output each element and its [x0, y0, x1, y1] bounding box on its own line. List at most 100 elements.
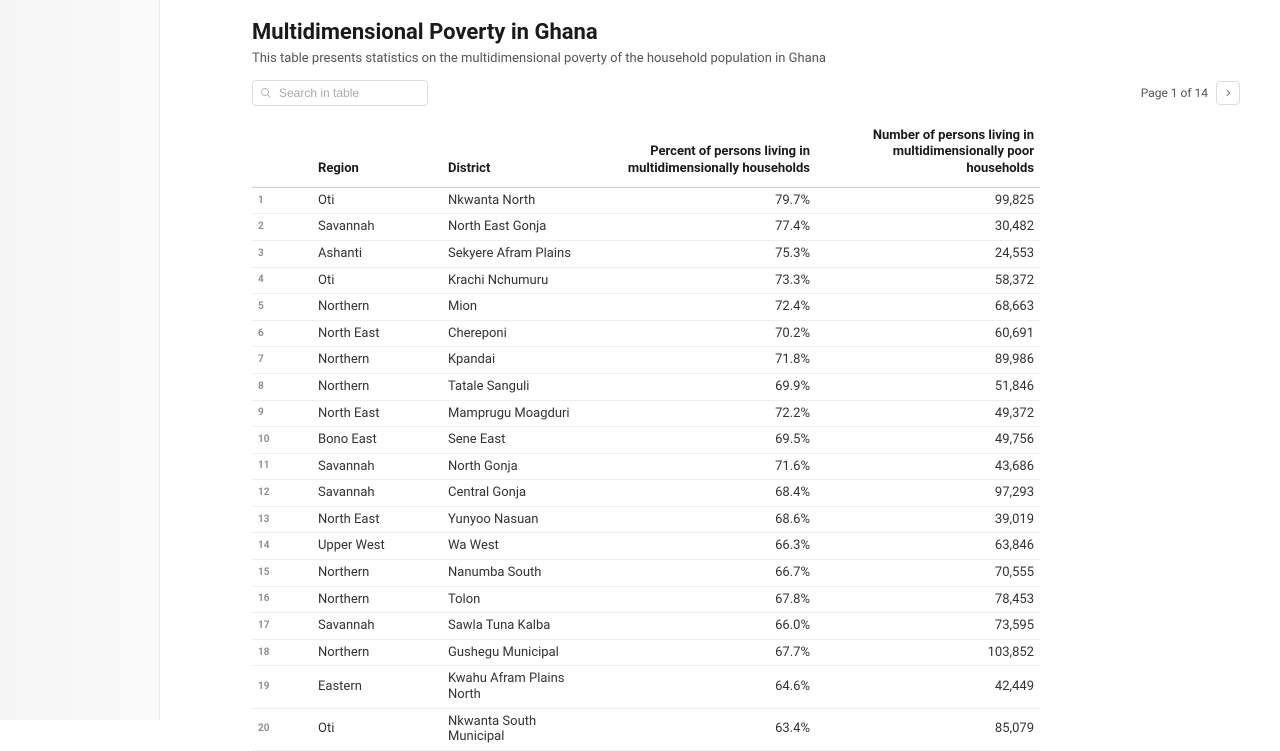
- table-row: 5NorthernMion72.4%68,663: [252, 294, 1040, 321]
- cell-index: 3: [252, 240, 312, 267]
- cell-count: 51,846: [816, 373, 1040, 400]
- cell-index: 13: [252, 506, 312, 533]
- cell-region: North East: [312, 400, 442, 427]
- cell-percent: 71.6%: [596, 453, 816, 480]
- cell-district: Kwahu Afram Plains North: [442, 666, 596, 708]
- cell-count: 99,825: [816, 187, 1040, 214]
- cell-district: Chereponi: [442, 320, 596, 347]
- table-row: 2SavannahNorth East Gonja77.4%30,482: [252, 214, 1040, 241]
- cell-district: Nkwanta North: [442, 187, 596, 214]
- table-row: 8NorthernTatale Sanguli69.9%51,846: [252, 373, 1040, 400]
- table-row: 6North EastChereponi70.2%60,691: [252, 320, 1040, 347]
- page-title: Multidimensional Poverty in Ghana: [252, 20, 1240, 45]
- cell-index: 1: [252, 187, 312, 214]
- cell-percent: 71.8%: [596, 347, 816, 374]
- cell-count: 97,293: [816, 480, 1040, 507]
- cell-district: Sekyere Afram Plains: [442, 240, 596, 267]
- cell-count: 43,686: [816, 453, 1040, 480]
- pager-next-button[interactable]: [1216, 81, 1240, 105]
- main-content: Multidimensional Poverty in Ghana This t…: [160, 0, 1280, 720]
- cell-district: Nkwanta South Municipal: [442, 708, 596, 750]
- cell-region: Northern: [312, 560, 442, 587]
- cell-region: Northern: [312, 586, 442, 613]
- table-row: 17SavannahSawla Tuna Kalba66.0%73,595: [252, 613, 1040, 640]
- cell-count: 78,453: [816, 586, 1040, 613]
- table-row: 7NorthernKpandai71.8%89,986: [252, 347, 1040, 374]
- table-row: 16NorthernTolon67.8%78,453: [252, 586, 1040, 613]
- cell-percent: 66.7%: [596, 560, 816, 587]
- table-row: 1OtiNkwanta North79.7%99,825: [252, 187, 1040, 214]
- cell-district: North Gonja: [442, 453, 596, 480]
- cell-index: 19: [252, 666, 312, 708]
- cell-region: Oti: [312, 187, 442, 214]
- cell-district: Kpandai: [442, 347, 596, 374]
- search-box: [252, 80, 428, 106]
- cell-percent: 75.3%: [596, 240, 816, 267]
- cell-index: 12: [252, 480, 312, 507]
- col-index: [252, 120, 312, 187]
- cell-percent: 68.6%: [596, 506, 816, 533]
- cell-index: 16: [252, 586, 312, 613]
- cell-count: 49,756: [816, 427, 1040, 454]
- cell-region: Bono East: [312, 427, 442, 454]
- cell-region: Savannah: [312, 480, 442, 507]
- table-row: 3AshantiSekyere Afram Plains75.3%24,553: [252, 240, 1040, 267]
- table-row: 19EasternKwahu Afram Plains North64.6%42…: [252, 666, 1040, 708]
- pager-text: Page 1 of 14: [1141, 86, 1208, 100]
- cell-percent: 77.4%: [596, 214, 816, 241]
- table-header-row: Region District Percent of persons livin…: [252, 120, 1040, 187]
- table-row: 4OtiKrachi Nchumuru73.3%58,372: [252, 267, 1040, 294]
- cell-count: 60,691: [816, 320, 1040, 347]
- cell-count: 58,372: [816, 267, 1040, 294]
- cell-index: 4: [252, 267, 312, 294]
- table-row: 20OtiNkwanta South Municipal63.4%85,079: [252, 708, 1040, 750]
- cell-index: 14: [252, 533, 312, 560]
- cell-percent: 70.2%: [596, 320, 816, 347]
- cell-percent: 69.5%: [596, 427, 816, 454]
- cell-district: Krachi Nchumuru: [442, 267, 596, 294]
- cell-region: Ashanti: [312, 240, 442, 267]
- search-icon: [260, 87, 272, 99]
- cell-region: Northern: [312, 373, 442, 400]
- cell-district: Wa West: [442, 533, 596, 560]
- cell-percent: 73.3%: [596, 267, 816, 294]
- col-count[interactable]: Number of persons living in multidimensi…: [816, 120, 1040, 187]
- cell-count: 39,019: [816, 506, 1040, 533]
- cell-percent: 72.2%: [596, 400, 816, 427]
- cell-index: 18: [252, 639, 312, 666]
- cell-index: 11: [252, 453, 312, 480]
- cell-district: Gushegu Municipal: [442, 639, 596, 666]
- chevron-right-icon: [1223, 88, 1233, 98]
- cell-count: 49,372: [816, 400, 1040, 427]
- cell-count: 68,663: [816, 294, 1040, 321]
- cell-district: Tolon: [442, 586, 596, 613]
- cell-percent: 67.8%: [596, 586, 816, 613]
- cell-percent: 63.4%: [596, 708, 816, 750]
- cell-index: 9: [252, 400, 312, 427]
- cell-region: Eastern: [312, 666, 442, 708]
- cell-district: Nanumba South: [442, 560, 596, 587]
- cell-index: 6: [252, 320, 312, 347]
- col-region[interactable]: Region: [312, 120, 442, 187]
- cell-region: Northern: [312, 639, 442, 666]
- table-row: 18NorthernGushegu Municipal67.7%103,852: [252, 639, 1040, 666]
- cell-index: 20: [252, 708, 312, 750]
- col-district[interactable]: District: [442, 120, 596, 187]
- cell-count: 30,482: [816, 214, 1040, 241]
- cell-district: Tatale Sanguli: [442, 373, 596, 400]
- cell-count: 42,449: [816, 666, 1040, 708]
- table-toolbar: Page 1 of 14: [252, 80, 1240, 106]
- data-table: Region District Percent of persons livin…: [252, 120, 1040, 751]
- cell-region: North East: [312, 506, 442, 533]
- table-row: 10Bono EastSene East69.5%49,756: [252, 427, 1040, 454]
- cell-region: Savannah: [312, 453, 442, 480]
- cell-region: Savannah: [312, 214, 442, 241]
- col-percent[interactable]: Percent of persons living in multidimens…: [596, 120, 816, 187]
- search-input[interactable]: [252, 80, 428, 106]
- table-row: 9North EastMamprugu Moagduri72.2%49,372: [252, 400, 1040, 427]
- cell-district: North East Gonja: [442, 214, 596, 241]
- cell-count: 70,555: [816, 560, 1040, 587]
- left-sidebar: [0, 0, 160, 720]
- cell-district: Mamprugu Moagduri: [442, 400, 596, 427]
- cell-district: Central Gonja: [442, 480, 596, 507]
